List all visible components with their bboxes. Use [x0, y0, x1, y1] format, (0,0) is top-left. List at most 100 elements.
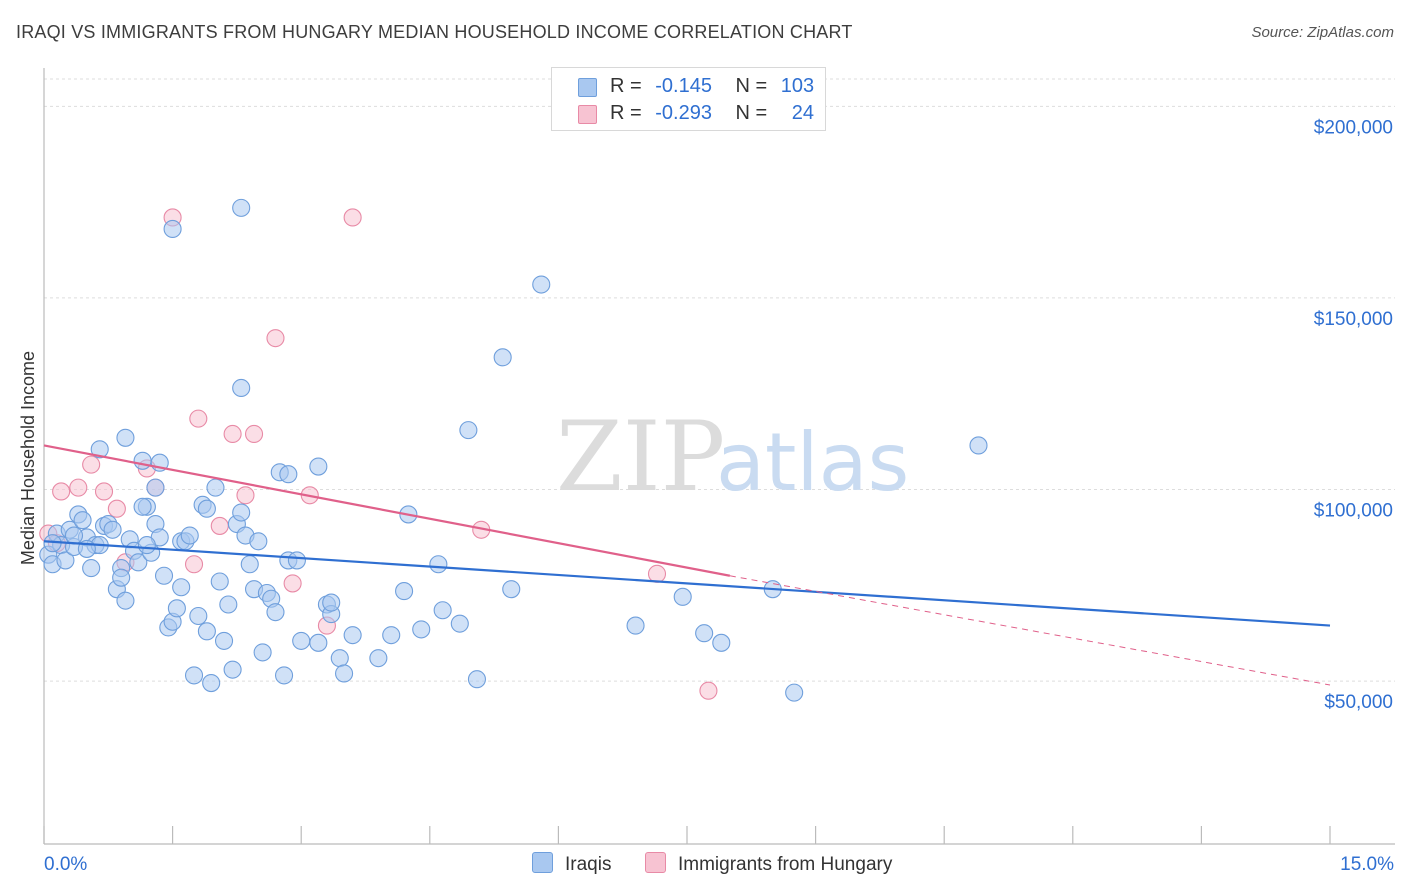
- bottom-legend-iraqis: Iraqis: [532, 852, 611, 876]
- iraqi-point: [309, 633, 328, 652]
- iraqi-point: [219, 595, 238, 614]
- hungary-point: [184, 555, 204, 574]
- iraqi-point: [197, 622, 216, 641]
- iraqi-point: [532, 275, 551, 294]
- hungary-point: [647, 564, 667, 583]
- hungary-point: [107, 499, 126, 518]
- iraqi-point: [82, 559, 101, 578]
- hungary-point: [82, 455, 101, 474]
- iraqi-point: [137, 536, 156, 555]
- iraqi-point: [412, 620, 431, 639]
- iraqi-point: [450, 614, 469, 633]
- x-tick-label: 15.0%: [1340, 854, 1394, 875]
- iraqi-point: [223, 660, 242, 679]
- bottom-legend-label-iraqis: Iraqis: [565, 854, 612, 875]
- watermark: ZIP atlas: [556, 401, 909, 513]
- iraqi-point: [214, 631, 234, 650]
- iraqi-point: [395, 582, 414, 601]
- iraqi-point: [309, 457, 328, 476]
- iraqi-point: [253, 643, 272, 662]
- y-tick-label: $150,000: [1314, 309, 1393, 330]
- iraqi-point: [429, 555, 448, 574]
- legend-swatch-iraqis: [578, 78, 597, 97]
- iraqi-point: [184, 666, 204, 685]
- iraqi-point: [712, 633, 731, 652]
- iraqi-point: [232, 198, 251, 217]
- iraqis-trend-line: [43, 540, 1331, 627]
- hungary-point: [52, 482, 71, 501]
- y-tick-label: $100,000: [1314, 501, 1393, 522]
- iraqi-point: [116, 591, 135, 610]
- legend-n-value-hungary: 24: [791, 102, 815, 124]
- iraqi-point: [180, 526, 199, 545]
- hungary-point: [69, 478, 88, 497]
- legend-n-label: N =: [735, 75, 768, 97]
- legend-r-value-iraqis: -0.145: [655, 75, 712, 97]
- legend-n-label: N =: [735, 102, 768, 124]
- chart-source: Source: ZipAtlas.com: [1251, 24, 1394, 41]
- chart-title: IRAQI VS IMMIGRANTS FROM HUNGARY MEDIAN …: [16, 22, 853, 42]
- iraqi-point: [133, 451, 152, 470]
- iraqi-point: [287, 551, 306, 570]
- y-axis-label: Median Household Income: [18, 351, 38, 565]
- iraqi-point: [673, 587, 692, 606]
- iraqi-point: [467, 670, 487, 689]
- hungary-point: [343, 208, 362, 227]
- iraqi-point: [129, 553, 148, 572]
- hungary-point: [699, 681, 718, 700]
- legend-swatch-hungary: [578, 105, 597, 124]
- iraqi-point: [146, 478, 165, 497]
- correlation-legend: R = -0.145 N = 103 R = -0.293 N = 24: [551, 67, 826, 131]
- legend-r-value-hungary: -0.293: [655, 102, 712, 124]
- iraqi-point: [330, 649, 349, 668]
- iraqi-point: [197, 499, 216, 518]
- y-tick-label: $200,000: [1314, 117, 1393, 138]
- hungary-trend-extension: [729, 575, 1331, 686]
- hungary-point: [210, 516, 229, 535]
- hungary-point: [223, 424, 242, 444]
- hungary-point: [244, 424, 264, 444]
- iraqi-point: [343, 626, 362, 645]
- iraqi-point: [433, 601, 452, 620]
- iraqi-point: [154, 566, 174, 585]
- iraqi-point: [112, 568, 131, 587]
- legend-r-label: R =: [610, 102, 642, 124]
- iraqi-point: [335, 664, 354, 683]
- iraqi-point: [279, 465, 298, 484]
- iraqi-point: [189, 606, 208, 626]
- bottom-legend-hungary: Immigrants from Hungary: [645, 852, 892, 876]
- hungary-point: [266, 329, 285, 348]
- hungary-point: [94, 482, 114, 501]
- iraqi-point: [249, 532, 268, 551]
- iraqi-point: [103, 520, 122, 539]
- iraqi-point: [493, 348, 512, 367]
- iraqi-point: [232, 503, 251, 522]
- watermark-atlas: atlas: [716, 416, 909, 509]
- iraqi-point: [292, 631, 311, 650]
- x-tick-label: 0.0%: [44, 854, 87, 875]
- iraqi-point: [626, 616, 645, 635]
- iraqi-point: [382, 626, 401, 645]
- y-tick-label: $50,000: [1324, 692, 1393, 713]
- legend-r-label: R =: [610, 75, 642, 97]
- iraqi-point: [172, 578, 191, 597]
- iraqi-point: [90, 440, 109, 459]
- iraqi-point: [695, 624, 714, 643]
- iraqi-point: [56, 551, 75, 570]
- iraqi-point: [116, 428, 135, 447]
- iraqi-point: [73, 511, 92, 530]
- iraqi-point: [210, 572, 229, 591]
- iraqi-point: [969, 436, 988, 455]
- iraqi-point: [232, 378, 251, 398]
- iraqi-point: [275, 666, 294, 685]
- iraqi-point: [322, 593, 341, 612]
- iraqi-point: [202, 674, 221, 693]
- iraqi-point: [206, 478, 225, 497]
- iraqi-point: [266, 603, 285, 622]
- hungary-point: [236, 486, 255, 505]
- bottom-legend-swatch-iraqis: [532, 852, 553, 873]
- hungary-point: [189, 409, 208, 428]
- iraqi-point: [502, 580, 521, 599]
- iraqi-point: [240, 555, 259, 574]
